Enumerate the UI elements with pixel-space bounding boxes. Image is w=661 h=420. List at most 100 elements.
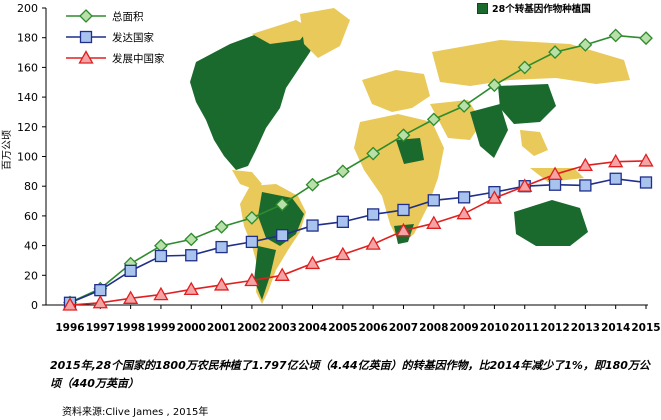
x-tick-label: 2006 bbox=[359, 322, 388, 334]
x-tick-label: 2014 bbox=[601, 322, 630, 334]
legend-item: 总面积 bbox=[66, 9, 144, 23]
data-point bbox=[276, 229, 289, 242]
data-point bbox=[426, 112, 441, 127]
data-point bbox=[336, 215, 349, 228]
y-tick-label: 200 bbox=[17, 2, 38, 15]
x-tick-label: 2010 bbox=[480, 322, 509, 334]
data-point bbox=[244, 210, 259, 225]
x-tick-label: 1999 bbox=[146, 322, 175, 334]
x-tick-label: 2008 bbox=[419, 322, 448, 334]
map-europe bbox=[362, 70, 430, 112]
data-point bbox=[123, 290, 139, 304]
data-point bbox=[335, 246, 351, 261]
x-tick-label: 2007 bbox=[389, 322, 418, 334]
data-point bbox=[457, 191, 471, 204]
y-tick-label: 0 bbox=[31, 299, 38, 312]
legend-label: 发达国家 bbox=[112, 31, 154, 44]
y-tick-label: 180 bbox=[17, 32, 38, 45]
series-layer bbox=[62, 28, 654, 311]
data-point bbox=[92, 294, 108, 309]
legend-item: 发达国家 bbox=[66, 30, 154, 44]
y-tick-label: 140 bbox=[17, 91, 38, 104]
data-point bbox=[244, 272, 260, 287]
data-point bbox=[184, 232, 199, 247]
y-tick-label: 120 bbox=[17, 121, 38, 134]
data-point bbox=[608, 28, 623, 43]
x-tick-label: 2000 bbox=[177, 322, 206, 334]
data-point bbox=[213, 277, 230, 291]
data-point bbox=[547, 166, 563, 180]
data-point bbox=[304, 255, 321, 270]
data-point bbox=[275, 197, 290, 212]
data-point bbox=[579, 179, 592, 192]
data-point bbox=[608, 153, 624, 168]
map-greenland bbox=[300, 8, 350, 58]
data-point bbox=[94, 283, 107, 297]
data-point bbox=[639, 31, 653, 46]
x-tick-label: 1998 bbox=[116, 322, 145, 334]
data-point bbox=[396, 128, 411, 143]
source-note: 资料来源:Clive James , 2015年 bbox=[62, 407, 209, 418]
y-tick-label: 160 bbox=[17, 61, 38, 74]
data-point bbox=[397, 203, 410, 217]
data-point bbox=[517, 178, 533, 192]
map-india-region bbox=[470, 104, 508, 158]
data-point bbox=[245, 235, 259, 249]
map-southeast-asia bbox=[520, 130, 548, 156]
x-tick-label: 1997 bbox=[86, 322, 115, 334]
legend-item: 发展中国家 bbox=[66, 50, 165, 65]
gm-country-swatch bbox=[477, 2, 488, 14]
data-point bbox=[578, 37, 593, 52]
x-tick-label: 1996 bbox=[55, 322, 84, 334]
data-point bbox=[365, 236, 381, 250]
data-point bbox=[335, 164, 350, 179]
legend-label: 总面积 bbox=[112, 10, 144, 23]
data-point bbox=[577, 157, 593, 172]
data-point bbox=[457, 99, 472, 113]
map-legend: 28个转基因作物种植国 bbox=[477, 1, 591, 15]
x-tick-label: 2013 bbox=[571, 322, 600, 334]
data-point bbox=[183, 281, 199, 296]
x-tick-label: 2005 bbox=[328, 322, 357, 334]
y-tick-label: 60 bbox=[24, 210, 38, 223]
data-point bbox=[124, 264, 137, 277]
legend-marker bbox=[78, 50, 94, 64]
data-point bbox=[609, 172, 622, 185]
data-point bbox=[62, 297, 78, 311]
x-tick-label: 2012 bbox=[540, 322, 569, 334]
x-tick-label: 2001 bbox=[207, 322, 236, 334]
data-point bbox=[548, 45, 562, 60]
data-point bbox=[305, 177, 320, 192]
x-tick-label: 2015 bbox=[631, 322, 660, 334]
map-australia bbox=[514, 200, 588, 246]
x-tick-label: 2002 bbox=[237, 322, 266, 334]
data-point bbox=[215, 240, 228, 254]
data-point bbox=[214, 219, 229, 234]
map-canada-north bbox=[252, 20, 310, 44]
y-tick-label: 100 bbox=[17, 151, 38, 164]
legend-marker bbox=[79, 30, 93, 44]
x-tick-label: 2009 bbox=[449, 322, 478, 334]
legend-label: 发展中国家 bbox=[112, 52, 165, 65]
data-point bbox=[638, 153, 654, 167]
map-sudan bbox=[396, 138, 424, 164]
y-tick-label: 20 bbox=[24, 269, 38, 282]
data-point bbox=[486, 190, 503, 204]
caption: 2015年,28个国家的1800万农民种植了1.797亿公顷（4.44亿英亩）的… bbox=[50, 359, 650, 390]
map-north-america bbox=[190, 26, 318, 170]
data-point bbox=[426, 215, 442, 229]
y-tick-label: 80 bbox=[24, 180, 38, 193]
data-point bbox=[153, 286, 169, 301]
map-mexico bbox=[232, 170, 262, 190]
map-argentina bbox=[254, 246, 276, 300]
axes: 0 20 40 60 80 100 120 140 160 180 200 1996 1997 1998 1… bbox=[1, 2, 661, 334]
data-point bbox=[487, 78, 502, 93]
data-point bbox=[306, 219, 319, 232]
data-point bbox=[639, 176, 653, 189]
x-tick-label: 2011 bbox=[510, 322, 539, 334]
x-tick-label: 2004 bbox=[298, 322, 327, 334]
map-china bbox=[498, 84, 556, 124]
data-point bbox=[395, 222, 412, 237]
